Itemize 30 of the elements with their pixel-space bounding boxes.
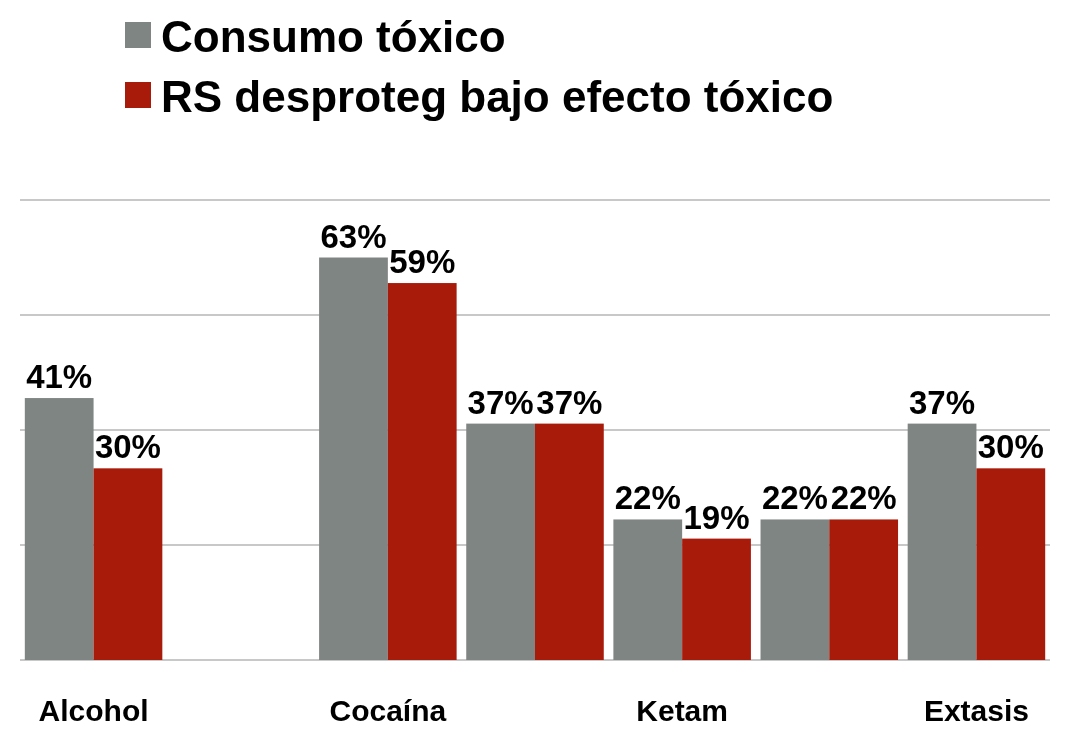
x-tick-label: Cocaína <box>329 694 447 727</box>
data-label: 59% <box>389 243 456 281</box>
data-label: 37% <box>536 383 603 421</box>
bar <box>93 468 163 660</box>
bar <box>466 423 535 660</box>
bar <box>613 519 683 660</box>
data-label: 22% <box>614 479 681 517</box>
data-label: 41% <box>26 358 93 396</box>
x-tick-label: Extasis <box>923 694 1029 727</box>
bar <box>387 283 457 660</box>
data-label: 22% <box>830 479 897 517</box>
bar <box>535 423 604 660</box>
data-label: 37% <box>909 383 976 421</box>
x-tick-label: Alcohol <box>38 694 149 727</box>
data-label: 30% <box>94 428 161 466</box>
bar <box>319 257 388 660</box>
data-label: 19% <box>683 498 750 536</box>
data-label: 63% <box>320 217 387 255</box>
x-tick-label: Ketam <box>636 694 728 727</box>
bar <box>907 423 977 660</box>
bar <box>682 538 751 660</box>
data-label: 22% <box>761 479 828 517</box>
data-label: 37% <box>467 383 534 421</box>
legend-label: RS desproteg bajo efecto tóxico <box>161 72 834 121</box>
data-label: 30% <box>977 428 1044 466</box>
bar <box>976 468 1046 660</box>
bar <box>829 519 899 660</box>
bar <box>760 519 830 660</box>
bar <box>24 398 94 660</box>
legend-label: Consumo tóxico <box>161 12 506 61</box>
